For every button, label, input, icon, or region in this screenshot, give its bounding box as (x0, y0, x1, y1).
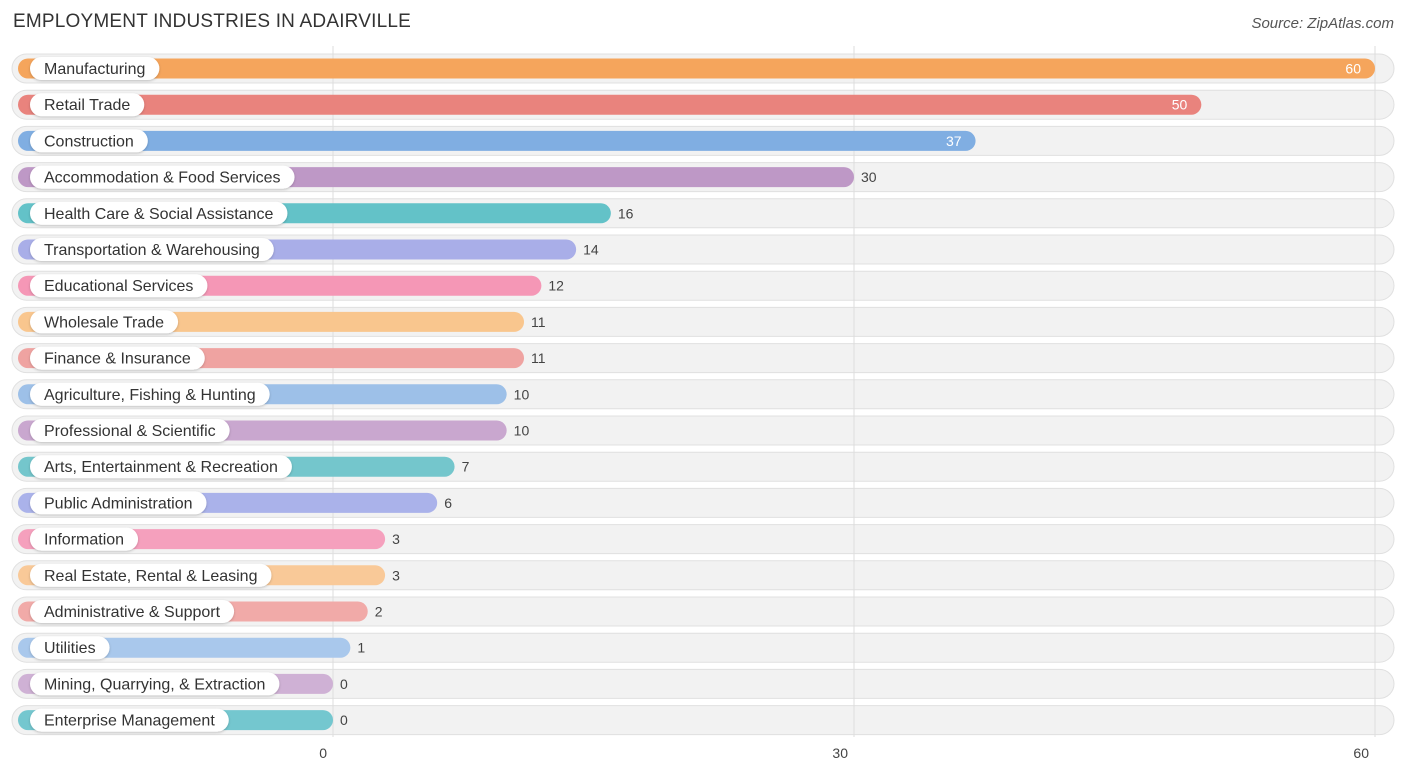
category-label: Arts, Entertainment & Recreation (44, 459, 278, 476)
category-label: Professional & Scientific (44, 423, 216, 440)
category-label: Accommodation & Food Services (44, 170, 281, 187)
category-label-pill (30, 382, 270, 406)
category-label: Construction (44, 133, 134, 150)
value-label: 0 (340, 712, 348, 728)
category-label-pill (30, 165, 295, 189)
x-tick-label: 30 (832, 745, 848, 761)
bar-row: Mining, Quarrying, & Extraction 0 (18, 672, 348, 696)
category-label-pill (30, 57, 160, 80)
bar-row: Information 3 (18, 527, 400, 551)
category-label: Manufacturing (44, 61, 145, 78)
value-label: 10 (514, 423, 530, 439)
bar-row: Accommodation & Food Services 30 (18, 165, 877, 189)
category-label-pill (30, 93, 145, 117)
bar-row: Educational Services 12 (18, 274, 564, 298)
x-axis-ticks: 0 30 60 (319, 745, 1369, 761)
bar-row: Transportation & Warehousing 14 (18, 238, 599, 261)
category-label: Educational Services (44, 278, 193, 295)
row-track (11, 668, 1395, 699)
bar (18, 94, 1202, 115)
category-label-pill (30, 491, 207, 515)
bar-row: Retail Trade 50 (18, 93, 1202, 117)
value-label: 50 (1172, 97, 1188, 113)
value-label: 37 (946, 133, 962, 149)
category-label-pill (30, 419, 230, 442)
value-label: 3 (392, 567, 400, 583)
category-label: Mining, Quarrying, & Extraction (44, 676, 265, 693)
category-label: Retail Trade (44, 97, 130, 114)
value-label: 7 (462, 459, 470, 475)
value-label: 10 (514, 386, 530, 402)
category-label-pill (30, 527, 139, 551)
bar-row: Public Administration 6 (18, 491, 452, 515)
value-label: 11 (531, 350, 546, 366)
chart-title: EMPLOYMENT INDUSTRIES IN ADAIRVILLE (13, 11, 412, 32)
category-label-pill (30, 310, 179, 334)
category-label-pill (30, 201, 288, 225)
value-label: 16 (618, 205, 634, 221)
row-track (11, 632, 1395, 663)
category-label-pill (30, 563, 272, 587)
bar-row: Construction 37 (18, 129, 976, 153)
row-track (11, 705, 1395, 736)
bar-row: Arts, Entertainment & Recreation 7 (18, 455, 470, 479)
value-label: 11 (531, 314, 546, 330)
bar-row: Enterprise Management 0 (18, 708, 348, 732)
category-label: Utilities (44, 640, 96, 657)
category-label-pill (30, 708, 229, 732)
value-label: 12 (548, 278, 564, 294)
category-label: Wholesale Trade (44, 314, 164, 331)
category-label: Agriculture, Fishing & Hunting (44, 387, 256, 404)
category-label: Finance & Insurance (44, 351, 191, 368)
value-label: 6 (444, 495, 452, 511)
bar (18, 58, 1375, 79)
value-label: 60 (1345, 61, 1361, 77)
value-label: 0 (340, 676, 348, 692)
bar-row: Wholesale Trade 11 (18, 310, 546, 334)
category-label: Real Estate, Rental & Leasing (44, 568, 257, 585)
value-label: 3 (392, 531, 400, 547)
category-label-pill (30, 346, 205, 370)
bar-row: Agriculture, Fishing & Hunting 10 (18, 382, 530, 406)
source-label: Source: ZipAtlas.com (1251, 15, 1394, 32)
bar-row: Administrative & Support 2 (18, 600, 383, 623)
bar-row: Real Estate, Rental & Leasing 3 (18, 563, 400, 587)
x-tick-label: 60 (1353, 745, 1369, 761)
value-label: 14 (583, 242, 599, 258)
category-label: Information (44, 532, 124, 549)
value-label: 1 (357, 640, 365, 656)
value-label: 30 (861, 169, 877, 185)
bar (18, 130, 976, 151)
bar-row: Utilities 1 (18, 636, 365, 660)
category-label: Health Care & Social Assistance (44, 206, 274, 223)
bar-row: Professional & Scientific 10 (18, 419, 529, 442)
value-label: 2 (375, 604, 383, 620)
category-label-pill (30, 600, 235, 623)
bar-row: Manufacturing 60 (18, 57, 1375, 80)
category-label-pill (30, 672, 280, 696)
category-label: Administrative & Support (44, 604, 221, 621)
category-label: Transportation & Warehousing (44, 242, 260, 259)
category-label-pill (30, 129, 148, 153)
x-tick-label: 0 (319, 745, 327, 761)
category-label-pill (30, 455, 292, 479)
bar-row: Finance & Insurance 11 (18, 346, 546, 370)
category-label-pill (30, 636, 110, 660)
category-label-pill (30, 274, 208, 298)
category-label: Public Administration (44, 495, 193, 512)
category-label: Enterprise Management (44, 713, 215, 730)
bar-row: Health Care & Social Assistance 16 (18, 201, 634, 225)
category-label-pill (30, 238, 274, 261)
